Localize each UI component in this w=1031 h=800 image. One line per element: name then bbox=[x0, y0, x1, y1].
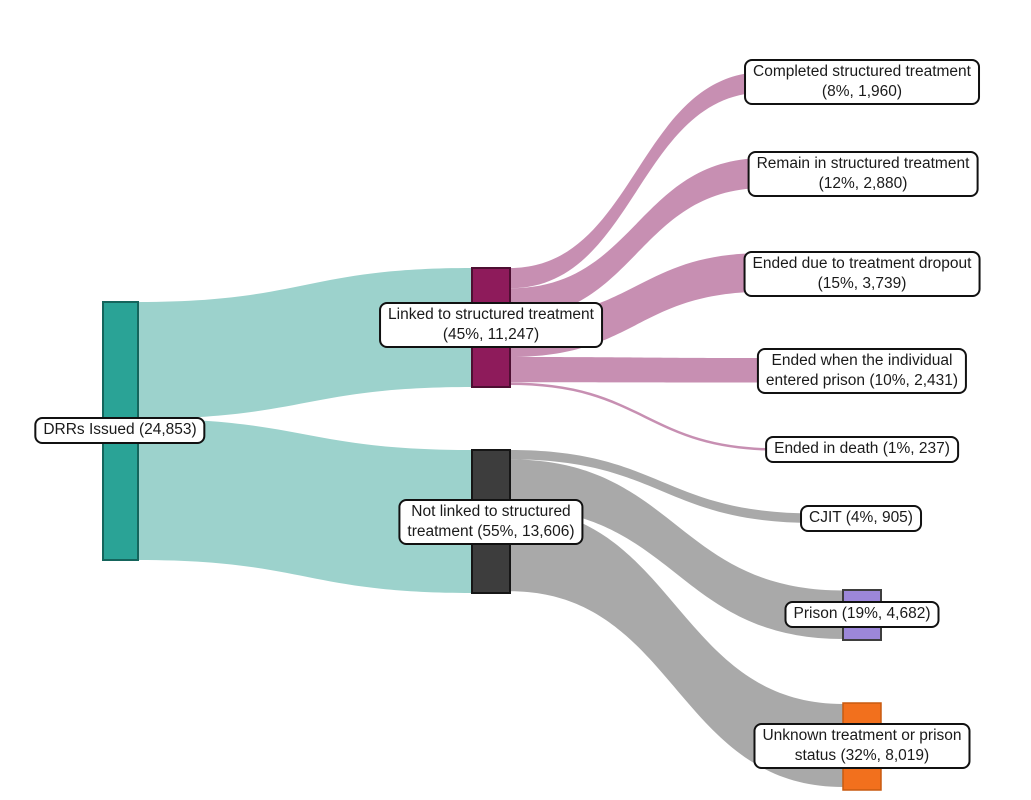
label-dropout-line1: Ended due to treatment dropout bbox=[752, 255, 972, 272]
label-death-text: Ended in death (1%, 237) bbox=[774, 440, 950, 457]
label-not-linked-line1: Not linked to structured bbox=[411, 503, 571, 520]
label-linked-line2: (45%, 11,247) bbox=[442, 325, 540, 343]
flow-drrs-to-notlinked bbox=[138, 418, 472, 593]
label-entered-prison-line2: entered prison (10%, 2,431) bbox=[765, 371, 959, 389]
label-remain-line2: (12%, 2,880) bbox=[818, 174, 908, 192]
label-drrs-issued: DRRs Issued (24,853) bbox=[34, 417, 206, 444]
label-completed-line1: Completed structured treatment bbox=[753, 63, 971, 80]
label-drrs-issued-text: DRRs Issued (24,853) bbox=[43, 421, 197, 438]
label-dropout-line2: (15%, 3,739) bbox=[817, 274, 907, 292]
label-remain-line1: Remain in structured treatment bbox=[756, 155, 970, 172]
label-cjit: CJIT (4%, 905) bbox=[800, 505, 922, 532]
flow-linked-to-entered-prison bbox=[510, 357, 772, 383]
label-completed: Completed structured treatment (8%, 1,96… bbox=[744, 59, 980, 105]
flow-notlinked-to-prison bbox=[510, 459, 843, 639]
label-unknown: Unknown treatment or prison status (32%,… bbox=[753, 723, 971, 769]
flow-notlinked-to-cjit bbox=[510, 450, 815, 523]
label-not-linked: Not linked to structured treatment (55%,… bbox=[398, 499, 584, 545]
flow-linked-to-completed bbox=[510, 72, 765, 289]
label-completed-line2: (8%, 1,960) bbox=[821, 82, 903, 100]
flow-linked-to-death bbox=[509, 382, 779, 451]
label-remain: Remain in structured treatment (12%, 2,8… bbox=[747, 151, 979, 197]
flow-notlinked-to-unknown bbox=[510, 508, 843, 787]
label-cjit-text: CJIT (4%, 905) bbox=[809, 509, 913, 526]
label-linked-line1: Linked to structured treatment bbox=[388, 306, 594, 323]
label-dropout: Ended due to treatment dropout (15%, 3,7… bbox=[743, 251, 981, 297]
label-entered-prison: Ended when the individual entered prison… bbox=[756, 348, 968, 394]
label-entered-prison-line1: Ended when the individual bbox=[771, 352, 953, 369]
label-linked: Linked to structured treatment (45%, 11,… bbox=[379, 302, 603, 348]
label-not-linked-line2: treatment (55%, 13,606) bbox=[407, 522, 575, 540]
label-prison-text: Prison (19%, 4,682) bbox=[793, 605, 931, 622]
flow-linked-to-remain bbox=[510, 158, 765, 319]
label-prison: Prison (19%, 4,682) bbox=[784, 601, 940, 628]
label-unknown-line1: Unknown treatment or prison bbox=[762, 727, 962, 744]
label-unknown-line2: status (32%, 8,019) bbox=[794, 746, 930, 764]
label-death: Ended in death (1%, 237) bbox=[765, 436, 959, 463]
